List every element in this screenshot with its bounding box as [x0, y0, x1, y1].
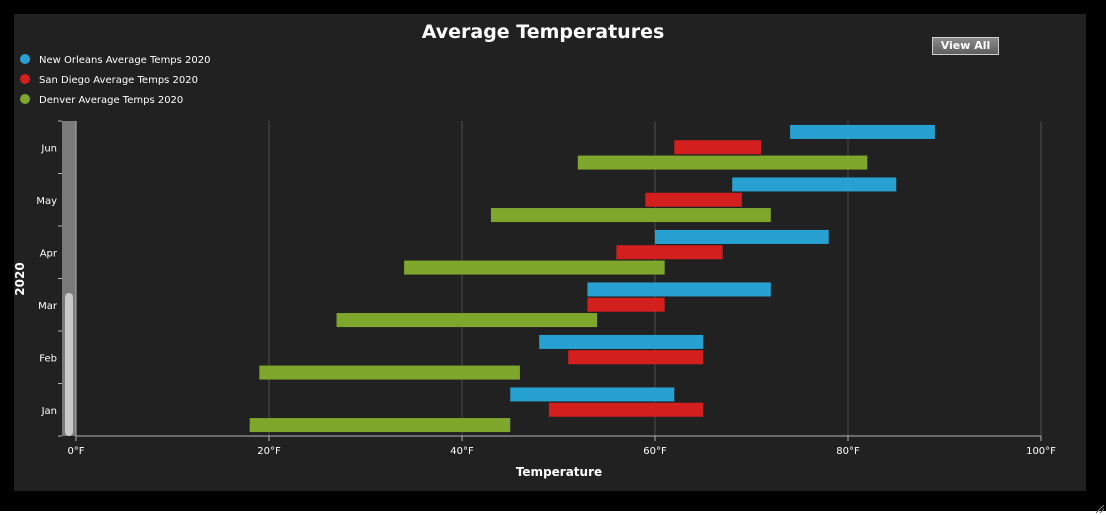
chart-canvas: Average Temperatures New Orleans Average …	[14, 21, 1056, 479]
view-all-button[interactable]: View All	[932, 37, 999, 55]
bar-may-series-2[interactable]	[645, 192, 742, 207]
bar-jan-series-2[interactable]	[548, 402, 704, 417]
legend-label-3[interactable]: Denver Average Temps 2020	[39, 95, 183, 106]
bar-mar-series-2[interactable]	[587, 297, 665, 312]
bar-may-series-3[interactable]	[490, 208, 771, 223]
y-tick-label-jun: Jun	[40, 143, 57, 154]
bar-jun-series-2[interactable]	[674, 140, 762, 155]
legend-marker-1[interactable]	[20, 54, 30, 64]
bar-mar-series-1[interactable]	[587, 282, 771, 297]
chart-panel: Average Temperatures New Orleans Average …	[14, 14, 1086, 491]
bar-jun-series-3[interactable]	[577, 155, 868, 170]
y-tick-label-jan: Jan	[41, 406, 57, 417]
legend-label-2[interactable]: San Diego Average Temps 2020	[39, 75, 198, 86]
bar-jan-series-1[interactable]	[510, 387, 675, 402]
bar-may-series-1[interactable]	[732, 177, 897, 192]
bar-apr-series-3[interactable]	[404, 260, 665, 275]
x-tick-label-6: 100°F	[1026, 446, 1056, 457]
bar-jan-series-3[interactable]	[249, 418, 511, 433]
legend-marker-2[interactable]	[20, 74, 30, 84]
y-tick-label-may: May	[36, 196, 57, 207]
x-axis-title: Temperature	[516, 465, 602, 479]
x-tick-label-5: 80°F	[836, 446, 860, 457]
corner-mark	[0, 0, 3, 3]
bar-apr-series-1[interactable]	[655, 229, 829, 244]
chart-title: Average Temperatures	[422, 21, 665, 43]
bar-feb-series-2[interactable]	[568, 350, 704, 365]
bar-jun-series-1[interactable]	[790, 124, 935, 139]
legend-marker-3[interactable]	[20, 94, 30, 104]
y-tick-label-feb: Feb	[39, 353, 57, 364]
legend-label-1[interactable]: New Orleans Average Temps 2020	[39, 55, 211, 66]
bar-mar-series-3[interactable]	[336, 313, 598, 328]
bar-feb-series-3[interactable]	[259, 365, 520, 380]
y-tick-label-mar: Mar	[38, 301, 58, 312]
x-tick-label-3: 40°F	[450, 446, 474, 457]
x-tick-label-1: 0°F	[67, 446, 84, 457]
y-scrollbar-thumb[interactable]	[65, 293, 73, 436]
resize-grip-icon[interactable]	[1096, 505, 1104, 513]
x-tick-label-4: 60°F	[643, 446, 667, 457]
bar-feb-series-1[interactable]	[539, 334, 704, 349]
bar-apr-series-2[interactable]	[616, 245, 723, 260]
x-tick-label-2: 20°F	[257, 446, 281, 457]
y-axis-title: 2020	[14, 262, 27, 295]
y-tick-label-apr: Apr	[40, 248, 58, 259]
